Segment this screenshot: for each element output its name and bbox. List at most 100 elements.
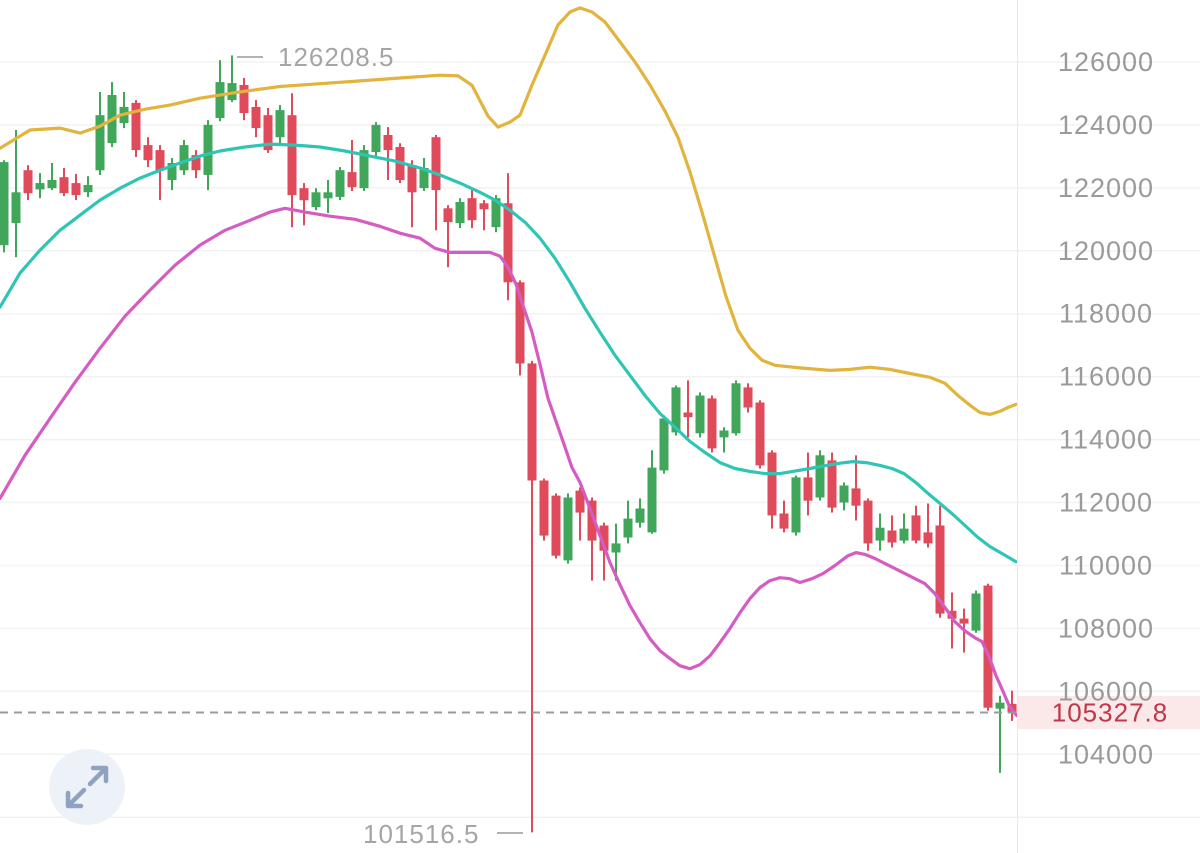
- gridlines: [0, 61, 1200, 818]
- y-axis-label: 120000: [1058, 236, 1154, 266]
- candle-body-up: [95, 115, 105, 171]
- expand-button[interactable]: [49, 749, 125, 825]
- candle: [695, 392, 705, 438]
- y-axis-label: 124000: [1058, 110, 1154, 140]
- candle: [575, 487, 585, 541]
- candle-body-up: [971, 593, 981, 631]
- candle: [683, 380, 693, 438]
- candle-body-down: [251, 107, 261, 129]
- candle: [239, 78, 249, 121]
- bollinger-bands: [0, 6, 1019, 718]
- candle: [479, 200, 489, 231]
- candle: [743, 383, 753, 413]
- candle: [563, 493, 573, 564]
- candle: [347, 140, 357, 191]
- candle: [647, 450, 657, 534]
- candle-body-down: [239, 85, 249, 113]
- candle-body-up: [839, 485, 849, 503]
- candle: [827, 452, 837, 513]
- candle: [887, 515, 897, 548]
- y-axis-label: 126000: [1058, 47, 1154, 77]
- y-axis-label: 122000: [1058, 173, 1154, 203]
- candle: [359, 145, 369, 191]
- candle: [815, 450, 825, 501]
- candle: [155, 145, 165, 201]
- candles: [0, 55, 1017, 833]
- y-axis-label: 108000: [1058, 613, 1154, 643]
- y-axis-label: 114000: [1059, 425, 1153, 455]
- candle: [719, 427, 729, 453]
- y-axis-label: 106000: [1058, 676, 1154, 706]
- upper-band-line: [0, 6, 1018, 416]
- candle-body-up: [0, 162, 9, 246]
- candle: [947, 592, 957, 649]
- candle-body-down: [947, 610, 957, 619]
- candle-body-up: [371, 124, 381, 152]
- candle: [215, 60, 225, 122]
- candle-body-down: [539, 480, 549, 536]
- candle: [875, 513, 885, 551]
- candle-body-down: [587, 500, 597, 541]
- candle: [383, 127, 393, 180]
- candle-body-up: [695, 395, 705, 434]
- candle-body-down: [959, 618, 969, 624]
- candle-body-up: [611, 543, 621, 553]
- candle: [527, 360, 537, 833]
- candle-body-down: [347, 172, 357, 188]
- candle: [311, 188, 321, 211]
- high-annotation: 126208.5: [278, 42, 394, 72]
- candle: [659, 415, 669, 474]
- candle: [623, 500, 633, 544]
- candle: [191, 150, 201, 179]
- candle-body-down: [131, 102, 141, 151]
- candle-body-up: [995, 702, 1005, 709]
- candle: [131, 100, 141, 157]
- candle-body-up: [791, 477, 801, 533]
- candle-body-down: [863, 500, 873, 544]
- candle-body-up: [167, 163, 177, 180]
- candle: [839, 482, 849, 511]
- candle: [95, 91, 105, 175]
- candle: [635, 498, 645, 528]
- candle-body-down: [503, 203, 513, 283]
- candle-body-up: [815, 455, 825, 498]
- candle-body-up: [335, 170, 345, 197]
- candle-body-up: [215, 82, 225, 118]
- candle-body-down: [827, 460, 837, 508]
- candle-body-up: [35, 183, 45, 190]
- y-axis-label: 112000: [1059, 488, 1153, 518]
- candle: [335, 167, 345, 201]
- candle-body-up: [647, 467, 657, 533]
- candle-body-up: [455, 202, 465, 224]
- candle-body-down: [23, 170, 33, 194]
- candle-body-down: [851, 488, 861, 506]
- candle-body-up: [11, 192, 21, 224]
- candle-body-up: [731, 383, 741, 434]
- candle-body-down: [983, 585, 993, 708]
- candle-body-up: [83, 185, 93, 193]
- candle-body-down: [443, 208, 453, 223]
- candle-body-down: [599, 525, 609, 551]
- candle-body-down: [143, 145, 153, 161]
- candle-body-down: [287, 115, 297, 196]
- candle: [179, 140, 189, 175]
- candle-body-down: [155, 150, 165, 171]
- candle-body-down: [263, 115, 273, 151]
- candle-body-down: [707, 398, 717, 449]
- y-axis[interactable]: 126000 124000 122000 120000 118000 116000 1140…: [1058, 47, 1154, 769]
- candle-body-down: [431, 137, 441, 191]
- candle-body-up: [875, 527, 885, 541]
- candle: [851, 455, 861, 521]
- expand-arrows-icon: [65, 765, 109, 809]
- candle-body-down: [479, 203, 489, 210]
- candle: [611, 523, 621, 581]
- candle-body-down: [887, 530, 897, 543]
- candle-body-down: [299, 188, 309, 201]
- candle-body-down: [755, 402, 765, 466]
- candle: [35, 173, 45, 199]
- candle: [995, 695, 1005, 773]
- candle: [755, 400, 765, 469]
- candle: [59, 168, 69, 196]
- candle: [431, 135, 441, 231]
